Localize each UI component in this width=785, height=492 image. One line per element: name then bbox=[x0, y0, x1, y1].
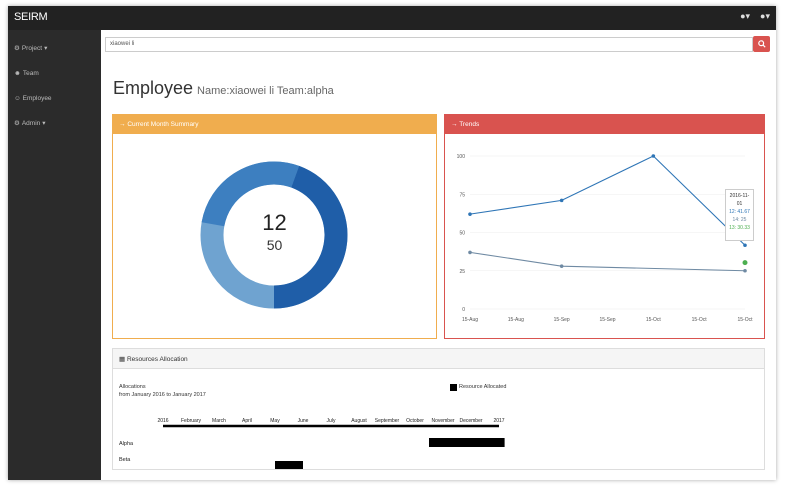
app-window: SEIRM ●▾ ●▾ ⚙ Project ▾ ☻ Team ☺ Employe… bbox=[8, 6, 776, 480]
account-menu-icon[interactable]: ●▾ bbox=[760, 11, 770, 21]
donut-chart bbox=[200, 161, 348, 309]
series-line bbox=[469, 251, 746, 272]
trends-chart: 100 75 50 25 0 15-Aug 15-Aug 15-Sep 15-Sep 15-Oct… bbox=[457, 154, 753, 323]
y-tick-label: 25 bbox=[459, 269, 465, 275]
sidebar-item-admin[interactable]: ⚙ Admin ▾ bbox=[14, 119, 46, 128]
month-label: September bbox=[375, 418, 400, 424]
summary-panel: → Current Month Summary 12 50 bbox=[112, 114, 437, 339]
user-menu-icon[interactable]: ●▾ bbox=[740, 11, 751, 21]
arrow-icon: → bbox=[119, 121, 126, 128]
allocation-bar[interactable] bbox=[429, 438, 505, 447]
resources-panel: ▦ Resources Allocation Allocations from … bbox=[112, 348, 765, 470]
month-label: July bbox=[327, 418, 336, 424]
arrow-icon: → bbox=[451, 121, 458, 128]
month-label: April bbox=[242, 418, 252, 424]
y-tick-label: 50 bbox=[459, 231, 465, 237]
chart-tooltip: 2016-11-01 12: 41.67 14: 25 13: 30.33 bbox=[725, 189, 754, 241]
brand-logo[interactable]: SEIRM bbox=[14, 11, 48, 23]
sidebar: ⚙ Project ▾ ☻ Team ☺ Employee ⚙ Admin ▾ bbox=[8, 30, 101, 480]
resources-header: ▦ Resources Allocation bbox=[113, 349, 764, 369]
data-point-highlight[interactable] bbox=[742, 260, 748, 266]
main-content: xiaowei li Employee Name:xiaowei li Team:… bbox=[101, 30, 776, 480]
legend-swatch bbox=[450, 384, 457, 391]
month-label: 2016 bbox=[157, 418, 168, 424]
sidebar-item-employee[interactable]: ☺ Employee bbox=[14, 95, 52, 102]
team-label: Alpha bbox=[119, 441, 134, 447]
data-point[interactable] bbox=[559, 198, 564, 203]
gantt-chart: 2016 February March April May June July August S… bbox=[119, 418, 505, 469]
employee-icon: ☺ bbox=[14, 95, 21, 102]
month-label: June bbox=[298, 418, 309, 424]
summary-header: → Current Month Summary bbox=[113, 115, 436, 134]
trends-header: → Trends bbox=[445, 115, 764, 134]
y-tick-label: 100 bbox=[457, 154, 466, 160]
data-point[interactable] bbox=[651, 154, 656, 158]
data-point[interactable] bbox=[468, 212, 472, 216]
month-label: 2017 bbox=[493, 418, 504, 424]
allocations-range: from January 2016 to January 2017 bbox=[119, 392, 206, 398]
month-label: December bbox=[459, 418, 482, 424]
team-label: Beta bbox=[119, 457, 131, 463]
x-tick-label: 15-Sep bbox=[599, 317, 615, 323]
summary-value-bottom: 50 bbox=[266, 237, 283, 253]
sidebar-item-project[interactable]: ⚙ Project ▾ bbox=[14, 44, 48, 53]
donut-segment-right bbox=[273, 165, 348, 309]
allocation-bar[interactable] bbox=[275, 461, 303, 469]
trends-panel: → Trends 100 75 50 25 0 15-Aug 15-Aug 15-Sep 15-… bbox=[444, 114, 765, 339]
tooltip-line-2: 14: 25 bbox=[732, 217, 747, 223]
project-icon: ⚙ bbox=[14, 45, 20, 52]
tooltip-line-3: 13: 30.33 bbox=[729, 225, 750, 231]
x-tick-label: 15-Aug bbox=[508, 317, 524, 323]
y-tick-label: 75 bbox=[459, 192, 465, 198]
month-label: May bbox=[270, 418, 280, 424]
tooltip-date: 2016-11-01 bbox=[729, 193, 750, 207]
legend-label: Resource Allocated bbox=[459, 384, 507, 390]
page-title: Employee Name:xiaowei li Team:alpha bbox=[113, 78, 334, 98]
month-label: August bbox=[351, 418, 367, 424]
admin-icon: ⚙ bbox=[14, 120, 20, 127]
search-input[interactable]: xiaowei li bbox=[105, 37, 753, 52]
page-subtitle: Name:xiaowei li Team:alpha bbox=[197, 85, 334, 97]
top-navbar: SEIRM ●▾ ●▾ bbox=[8, 6, 776, 30]
x-tick-label: 15-Oct bbox=[692, 317, 708, 323]
donut-segment-top bbox=[201, 161, 300, 227]
month-label: October bbox=[406, 418, 424, 424]
data-point[interactable] bbox=[468, 250, 472, 255]
x-tick-label: 15-Oct bbox=[646, 317, 662, 323]
bar-chart-icon: ▦ bbox=[119, 356, 126, 363]
tooltip-line-1: 12: 41.67 bbox=[729, 209, 750, 215]
month-label: November bbox=[431, 418, 454, 424]
series-line bbox=[469, 155, 746, 246]
data-point[interactable] bbox=[743, 268, 747, 273]
data-point[interactable] bbox=[559, 264, 564, 268]
sidebar-item-team[interactable]: ☻ Team bbox=[14, 70, 39, 77]
month-label: February bbox=[181, 418, 202, 424]
x-tick-label: 15-Aug bbox=[462, 317, 478, 323]
search-button[interactable] bbox=[753, 36, 770, 52]
x-tick-label: 15-Sep bbox=[554, 317, 570, 323]
search-icon bbox=[757, 40, 766, 48]
team-icon: ☻ bbox=[14, 70, 21, 77]
data-point[interactable] bbox=[743, 243, 747, 248]
month-label: March bbox=[212, 418, 226, 424]
summary-value-top: 12 bbox=[262, 210, 287, 235]
y-tick-label: 0 bbox=[462, 307, 465, 313]
allocations-label: Allocations bbox=[119, 384, 146, 390]
x-tick-label: 15-Oct bbox=[737, 317, 753, 323]
